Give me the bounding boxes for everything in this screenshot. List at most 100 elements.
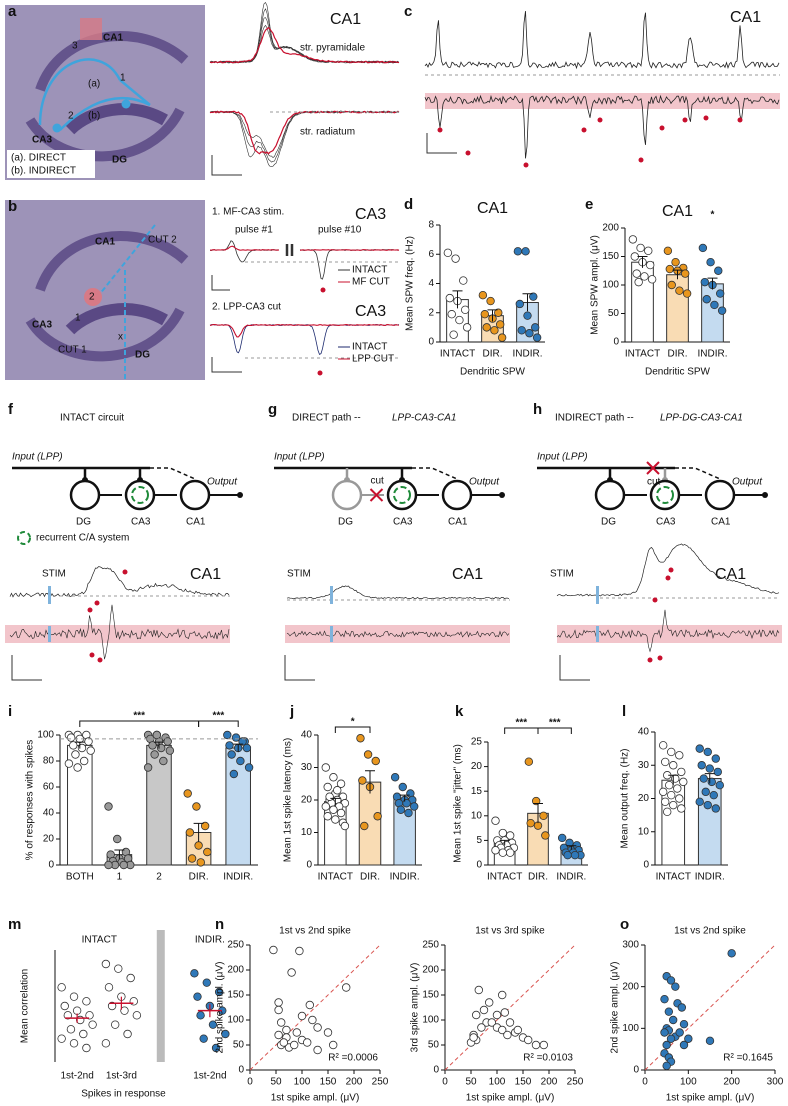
data-point	[313, 1045, 322, 1055]
data-point	[113, 834, 122, 844]
x-tick-label: INDIR.	[695, 872, 725, 883]
y-tick-label: 4	[428, 278, 434, 289]
y-tick-label: 80	[43, 756, 55, 767]
node	[441, 479, 473, 511]
event-marker	[657, 655, 663, 661]
y-tick-label: 20	[301, 795, 313, 806]
trace	[209, 245, 280, 251]
data-point	[390, 773, 400, 782]
data-point	[659, 787, 668, 797]
x-tick-label: INTACT	[318, 872, 353, 883]
stim-marker	[330, 586, 333, 604]
y-tick-label: 0	[48, 860, 54, 871]
x-tick-label: 0	[642, 1077, 648, 1088]
data-point	[196, 1011, 205, 1020]
data-point	[727, 949, 736, 958]
y-axis-label: 2nd spike ampl. (μV)	[215, 962, 226, 1054]
data-point	[308, 1015, 317, 1025]
data-point	[238, 737, 247, 746]
pathway	[38, 58, 151, 131]
data-point	[667, 790, 676, 800]
y-tick-label: 40	[43, 808, 55, 819]
data-point	[287, 968, 296, 977]
data-point	[671, 774, 680, 783]
data-point	[503, 1030, 512, 1040]
x-tick-label: 250	[567, 1077, 584, 1088]
sig-label: *	[711, 210, 715, 221]
data-point	[717, 306, 727, 315]
data-point	[199, 1034, 208, 1043]
event-marker	[94, 600, 100, 606]
event-marker	[89, 652, 95, 658]
data-point	[119, 860, 128, 870]
data-point	[356, 734, 365, 743]
x-axis-label: 1st spike ampl. (μV)	[666, 1093, 755, 1104]
label: str. pyramidale	[300, 43, 365, 54]
data-point	[710, 300, 719, 310]
event-marker	[682, 117, 688, 123]
x-tick-label: 300	[767, 1077, 784, 1088]
y-tick-label: 40	[301, 730, 313, 741]
sig-bracket	[334, 726, 371, 733]
data-point	[323, 812, 332, 821]
error-bar	[487, 309, 498, 322]
data-point	[104, 860, 113, 870]
x-tick-label: INTACT	[625, 349, 660, 360]
data-point	[521, 247, 530, 256]
y-tick-label: 30	[301, 762, 313, 773]
y-tick-label: 20	[43, 834, 55, 845]
data-point	[69, 992, 79, 1001]
x-tick-label: 50	[270, 1077, 282, 1088]
data-point	[404, 808, 413, 818]
label: Output	[732, 477, 763, 488]
stim-marker	[330, 626, 333, 642]
data-point	[107, 1001, 117, 1011]
data-point	[667, 747, 676, 757]
data-point	[279, 1038, 288, 1047]
panel-letter: o	[620, 916, 629, 933]
data-point	[486, 296, 495, 306]
error-bar	[533, 803, 543, 824]
data-point	[402, 799, 411, 808]
trace	[9, 604, 230, 660]
event-marker	[737, 117, 743, 123]
data-point	[459, 276, 468, 285]
error-bar	[365, 770, 375, 794]
data-point	[410, 802, 419, 811]
event-marker	[659, 125, 665, 131]
error-bar	[74, 741, 85, 749]
data-point	[671, 258, 680, 267]
data-point	[73, 763, 82, 772]
label: CA3	[32, 320, 52, 331]
data-point	[517, 326, 526, 335]
label: cut	[647, 477, 661, 488]
data-point	[541, 831, 550, 840]
y-axis-label: Mean correlation	[20, 969, 31, 1043]
trace	[424, 11, 780, 70]
label: Input (LPP)	[274, 452, 325, 463]
y-tick-label: 100	[422, 1015, 439, 1026]
label: pulse #10	[318, 225, 362, 236]
panel-letter: k	[455, 703, 464, 720]
label: CA3	[355, 206, 386, 223]
data-point	[713, 767, 722, 777]
data-point	[705, 764, 714, 773]
data-point	[303, 1038, 312, 1047]
data-point	[150, 750, 159, 759]
dentate-layer	[65, 103, 168, 135]
data-point	[79, 1029, 88, 1039]
error-bar	[193, 822, 204, 842]
group-label: INDIR.	[195, 935, 225, 946]
y-tick-label: 100	[227, 1015, 244, 1026]
data-point	[539, 1040, 548, 1050]
data-point	[699, 774, 708, 783]
data-point	[700, 277, 709, 287]
terminal	[762, 492, 768, 498]
x-axis-label: Dendritic SPW	[645, 367, 711, 378]
data-point	[640, 272, 649, 281]
label: CA1	[103, 33, 123, 44]
label: LPP-CA3-CA1	[392, 413, 456, 424]
error-bar	[452, 290, 463, 309]
r2-label: R² =0.1645	[723, 1053, 773, 1064]
data-point	[669, 761, 678, 770]
